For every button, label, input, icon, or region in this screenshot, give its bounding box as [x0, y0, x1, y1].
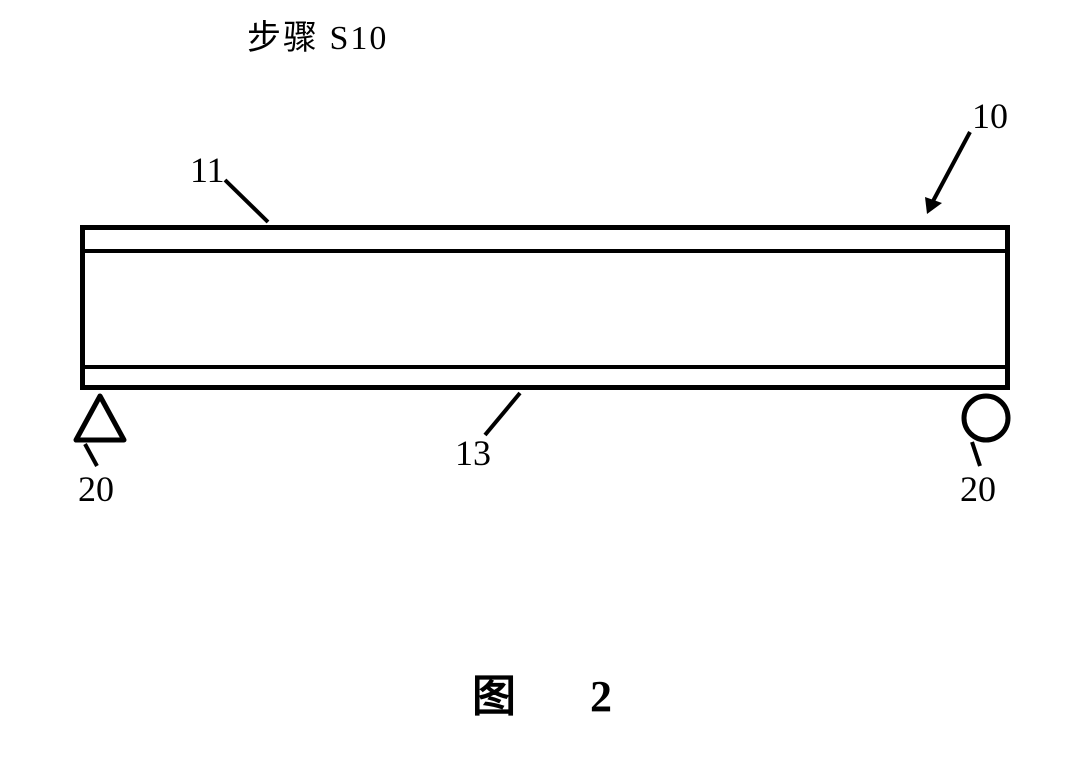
- leader-10: [932, 132, 970, 203]
- label-20-left: 20: [78, 468, 114, 510]
- pin-support-icon: [76, 396, 124, 440]
- leader-11: [225, 180, 268, 222]
- leader-13: [485, 393, 520, 435]
- label-13: 13: [455, 432, 491, 474]
- figure-caption-number: 2: [590, 672, 616, 721]
- figure-canvas: 步骤 S10 10 11 13 20 20 图 2: [0, 0, 1088, 763]
- figure-caption-prefix: 图: [472, 672, 520, 721]
- figure-caption: 图 2: [0, 660, 1088, 724]
- leader-20-left: [85, 444, 97, 466]
- leader-20-right: [972, 442, 980, 466]
- overlay-svg: [0, 0, 1088, 763]
- roller-support-icon: [964, 396, 1008, 440]
- label-11: 11: [190, 149, 225, 191]
- label-10: 10: [972, 95, 1008, 137]
- label-20-right: 20: [960, 468, 996, 510]
